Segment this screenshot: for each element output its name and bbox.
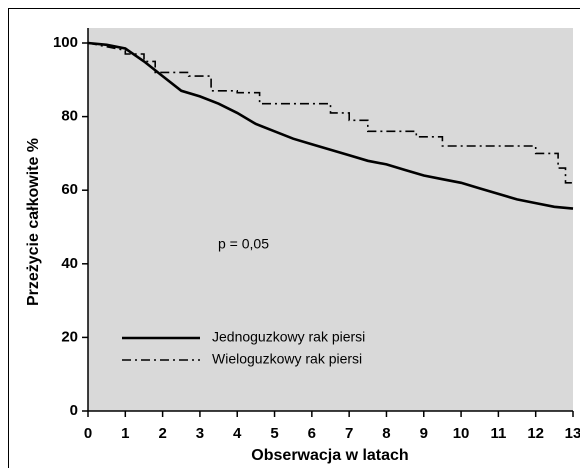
x-tick-label: 5 <box>270 425 278 442</box>
y-tick-label: 100 <box>53 34 78 51</box>
x-tick-label: 13 <box>565 425 580 442</box>
x-tick-label: 9 <box>420 425 428 442</box>
legend-label: Wieloguzkowy rak piersi <box>212 351 362 367</box>
legend-label: Jednoguzkowy rak piersi <box>212 329 365 345</box>
x-tick-label: 2 <box>158 425 166 442</box>
x-axis-label: Obserwacja w latach <box>251 447 408 464</box>
x-tick-label: 11 <box>490 425 506 442</box>
x-tick-label: 3 <box>196 425 204 442</box>
y-axis-label: Przeżycie całkowite % <box>25 138 42 306</box>
x-tick-label: 4 <box>233 425 242 442</box>
y-tick-label: 80 <box>61 108 78 125</box>
y-tick-label: 20 <box>61 328 78 345</box>
x-tick-label: 0 <box>84 425 92 442</box>
x-tick-label: 7 <box>345 425 353 442</box>
x-tick-label: 6 <box>308 425 316 442</box>
x-tick-label: 10 <box>453 425 470 442</box>
x-tick-label: 12 <box>527 425 544 442</box>
x-tick-label: 8 <box>382 425 390 442</box>
y-tick-label: 40 <box>61 255 78 272</box>
annotation: p = 0,05 <box>218 236 269 252</box>
y-tick-label: 0 <box>70 402 78 419</box>
x-tick-label: 1 <box>121 425 129 442</box>
y-tick-label: 60 <box>61 181 78 198</box>
